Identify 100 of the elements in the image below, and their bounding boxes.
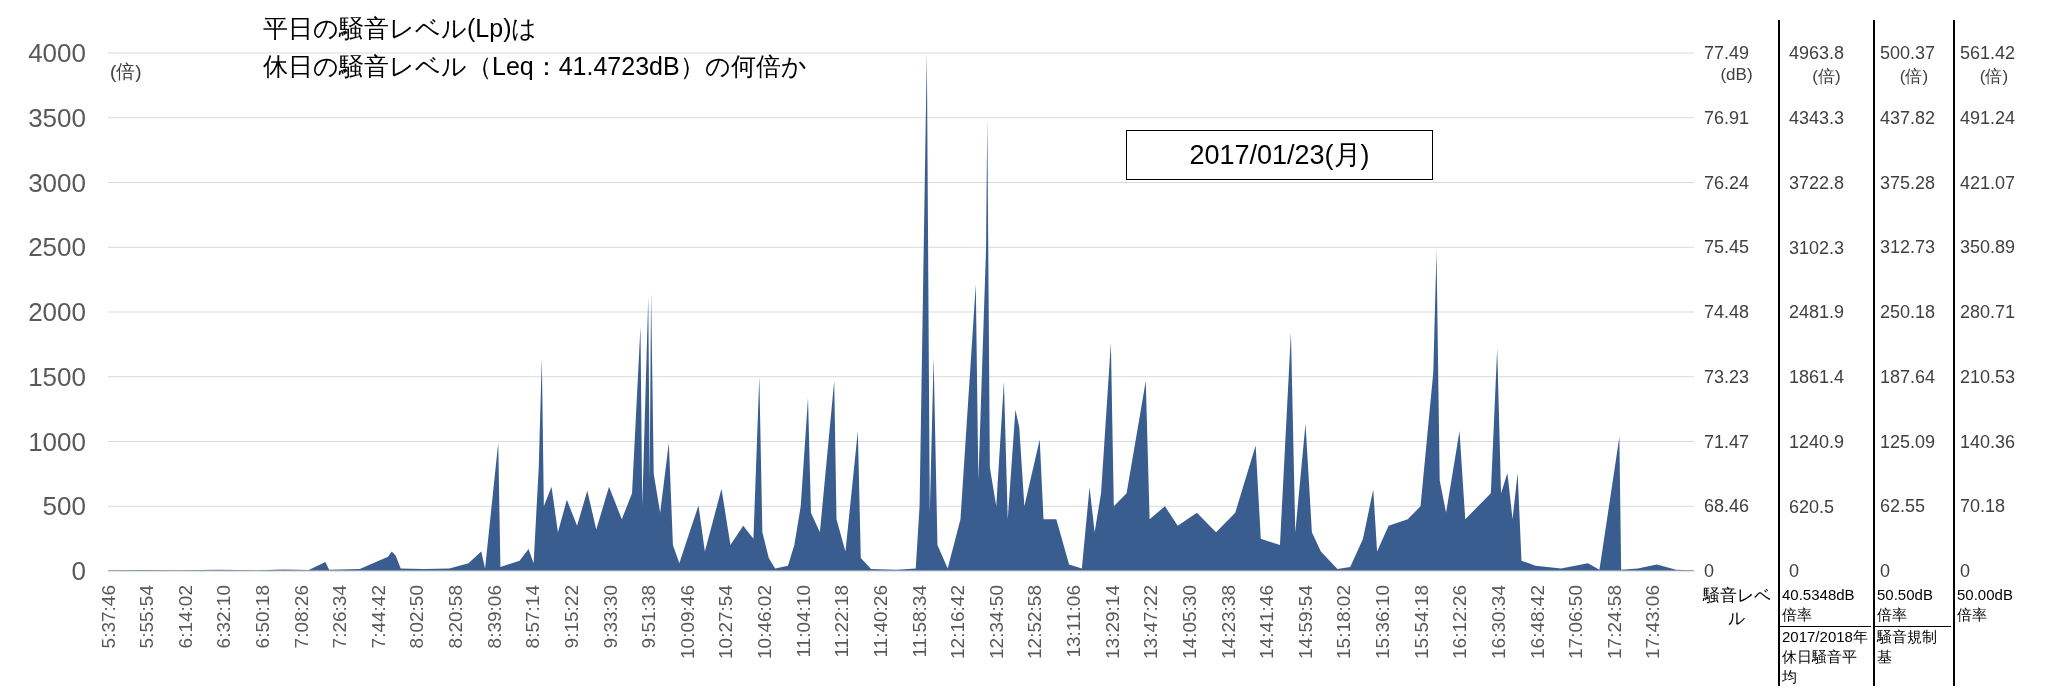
x-tick-label: 6:50:18 [251, 585, 273, 649]
y-tick-label: 3000 [28, 167, 86, 198]
text: 561.42 [1960, 42, 2016, 64]
x-tick-label: 14:59:54 [1294, 584, 1316, 659]
text: 421.07 [1960, 171, 2016, 194]
y2-tick-label: 2481.9 [1789, 302, 1845, 323]
y2-tick-label: 1861.4 [1789, 367, 1845, 388]
chart-subtitle: 休日の騒音レベル（Leq：41.4723dB）の何倍か [263, 51, 807, 82]
x-tick-label: 6:32:10 [213, 585, 235, 649]
x-tick-label: 17:24:58 [1603, 585, 1625, 659]
y-axis-title: (倍) [110, 60, 142, 84]
y-tick-label: 3500 [28, 102, 86, 133]
x-tick-label: 12:34:50 [985, 585, 1007, 659]
x-tick-label: 13:47:22 [1140, 585, 1162, 659]
text: 0 [1960, 560, 1971, 582]
text: 74.48 [1704, 301, 1750, 323]
text: 140.36 [1960, 430, 2016, 453]
annotation: 2017/01/23(月) [1189, 139, 1370, 172]
x-tick-label: 17:43:06 [1642, 585, 1664, 659]
text: (dB) [1719, 65, 1754, 85]
text: 250.18 [1880, 301, 1936, 323]
y-tick-label: 1500 [28, 361, 86, 392]
y-tick-label: 500 [42, 491, 86, 522]
x-tick-label: 9:33:30 [599, 585, 621, 649]
text: 73.23 [1704, 365, 1750, 388]
text: 2017/2018年休日騒音平均 [1779, 625, 1871, 688]
text: 125.09 [1880, 430, 1936, 453]
x-tick-label: 16:30:34 [1487, 584, 1509, 659]
y2-tick-label: 4343.3 [1789, 108, 1845, 129]
x-tick-label: 10:46:02 [754, 585, 776, 659]
x-tick-label: 12:52:58 [1024, 585, 1046, 659]
text: 312.73 [1880, 236, 1936, 259]
text: 40.5348dB 倍率 [1782, 585, 1856, 626]
x-tick-label: 10:27:54 [715, 584, 737, 659]
y2-tick-label: 4963.8 [1789, 43, 1845, 64]
x-tick-label: 5:37:46 [97, 585, 119, 649]
text: 68.46 [1704, 495, 1750, 518]
x-tick-label: 6:14:02 [174, 585, 196, 649]
x-tick-label: 13:29:14 [1101, 584, 1123, 659]
x-tick-label: 10:09:46 [676, 585, 698, 659]
x-tick-label: 16:12:26 [1449, 585, 1471, 659]
x-tick-label: 16:48:42 [1526, 585, 1548, 659]
text: (倍) [1898, 66, 1930, 88]
text: 437.82 [1880, 106, 1936, 129]
x-tick-label: 15:18:02 [1333, 585, 1355, 659]
y-tick-label: 2000 [28, 297, 86, 328]
x-tick-label: 15:36:10 [1372, 585, 1394, 659]
x-tick-label: 8:20:58 [445, 585, 467, 649]
text: 50.50dB 倍率 [1877, 585, 1934, 626]
text: 280.71 [1960, 301, 2016, 323]
x-tick-label: 8:57:14 [522, 584, 544, 649]
x-tick-label: 11:40:26 [869, 585, 891, 658]
x-tick-label: 11:04:10 [792, 585, 814, 658]
text-frame: 2017/01/23(月) [1126, 130, 1433, 180]
x-tick-label: 8:02:50 [406, 585, 428, 649]
text: 491.24 [1960, 106, 2016, 129]
text: 50.00dB 倍率 [1957, 585, 2014, 626]
x-tick-label: 5:55:54 [136, 584, 158, 649]
x-tick-label: 14:41:46 [1256, 585, 1278, 659]
text: 76.24 [1704, 171, 1750, 194]
chart-title: 平日の騒音レベル(Lp)は [263, 13, 538, 44]
x-tick-label: 9:51:38 [638, 585, 660, 649]
x-tick-label: 7:08:26 [290, 585, 312, 649]
text: 騒音規制基 [1874, 625, 1951, 667]
y2-axis-title: (倍) [1811, 66, 1842, 88]
text: 75.45 [1704, 236, 1750, 259]
x-tick-label: 13:11:06 [1063, 585, 1085, 658]
y-tick-label: 4000 [28, 38, 86, 69]
text: 375.28 [1880, 171, 1936, 194]
x-tick-label: 8:39:06 [483, 585, 505, 649]
text: 187.64 [1880, 365, 1936, 388]
text: 350.89 [1960, 236, 2016, 259]
text: 0 [1704, 560, 1715, 582]
y2-tick-label: 1240.9 [1789, 431, 1845, 452]
x-tick-label: 7:44:42 [367, 585, 389, 649]
y-tick-label: 0 [71, 556, 86, 587]
x-tick-label: 17:06:50 [1565, 585, 1587, 659]
y2-tick-label: 620.5 [1789, 496, 1835, 517]
text: 62.55 [1880, 495, 1926, 518]
text: 210.53 [1960, 365, 2016, 388]
text: 77.49 [1704, 42, 1750, 64]
y2-tick-label: 0 [1789, 561, 1800, 582]
y-tick-label: 1000 [28, 426, 86, 457]
text: 500.37 [1880, 42, 1936, 64]
x-tick-label: 15:54:18 [1410, 585, 1432, 659]
text: 76.91 [1704, 106, 1750, 129]
x-tick-label: 11:58:34 [908, 584, 930, 658]
x-tick-label: 14:05:30 [1178, 585, 1200, 659]
y2-tick-label: 3102.3 [1789, 237, 1845, 258]
text: 騒音レベル [1701, 585, 1772, 630]
text: 70.18 [1960, 495, 2006, 518]
x-tick-label: 14:23:38 [1217, 585, 1239, 659]
x-tick-label: 7:26:34 [329, 584, 351, 649]
x-tick-label: 11:22:18 [831, 585, 853, 658]
text: (倍) [1978, 66, 2010, 88]
x-tick-label: 12:16:42 [947, 585, 969, 659]
x-tick-label: 9:15:22 [560, 585, 582, 649]
y-tick-label: 2500 [28, 232, 86, 263]
y2-tick-label: 3722.8 [1789, 172, 1845, 193]
text: 71.47 [1704, 430, 1750, 453]
